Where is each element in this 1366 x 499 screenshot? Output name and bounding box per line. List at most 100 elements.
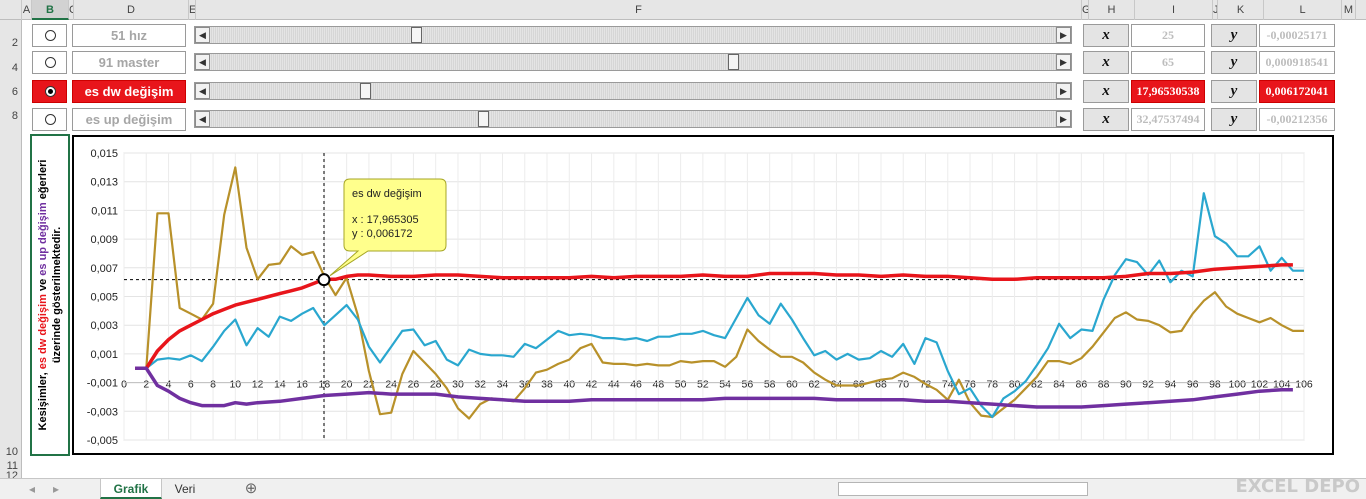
radio-dot-icon[interactable] [45,57,56,68]
column-header-cell[interactable]: L [1264,0,1342,20]
y-tick-label: 0,013 [90,177,118,189]
series-slider[interactable]: ◀ ▶ [194,110,1072,128]
y-label: y [1211,108,1257,131]
column-header-cell[interactable]: E [189,0,196,20]
row-header-cell[interactable]: 10 [5,446,18,458]
x-tick-label: 46 [630,379,642,391]
x-tick-label: 84 [1053,379,1065,391]
y-value: -0,00212356 [1259,108,1335,131]
callout-y: y : 0,006172 [352,228,413,240]
x-tick-label: 36 [519,379,531,391]
x-tick-label: 60 [786,379,798,391]
slider-left-arrow-icon[interactable]: ◀ [195,111,210,127]
sheet-tabs-bar: ◂ ▸ Grafik Veri ⊕ [0,478,1366,499]
x-tick-label: 100 [1228,379,1246,391]
x-tick-label: 104 [1273,379,1291,391]
x-tick-label: 34 [497,379,509,391]
slider-thumb[interactable] [411,27,422,43]
x-tick-label: 18 [319,379,331,391]
x-tick-label: 40 [563,379,575,391]
x-tick-label: 86 [1076,379,1088,391]
side-note-up: es up değişim [37,202,49,276]
slider-left-arrow-icon[interactable]: ◀ [195,54,210,70]
x-tick-label: 76 [964,379,976,391]
x-value: 65 [1131,51,1205,74]
slider-left-arrow-icon[interactable]: ◀ [195,83,210,99]
x-value: 32,47537494 [1131,108,1205,131]
tab-next-arrow-icon[interactable]: ▸ [52,482,60,496]
x-tick-label: 88 [1098,379,1110,391]
brand-logo-text: EXCEL DEPO [1235,476,1360,497]
radio-dot-icon[interactable] [45,30,56,41]
option-radio[interactable] [32,108,67,131]
column-header-cell[interactable]: D [74,0,189,20]
tab-prev-arrow-icon[interactable]: ◂ [28,482,36,496]
row-header-cell[interactable]: 8 [11,110,18,122]
series-line[interactable] [135,192,1304,419]
series-slider[interactable]: ◀ ▶ [194,26,1072,44]
series-line[interactable] [135,166,1304,420]
column-header-cell[interactable]: C [69,0,74,20]
x-tick-label: 12 [252,379,264,391]
column-header-cell[interactable]: J [1213,0,1218,20]
x-tick-label: 78 [986,379,998,391]
slider-thumb[interactable] [360,83,371,99]
slider-right-arrow-icon[interactable]: ▶ [1056,54,1071,70]
series-line[interactable] [135,366,1293,409]
callout-box [329,178,447,277]
x-tick-label: 14 [274,379,286,391]
slider-right-arrow-icon[interactable]: ▶ [1056,111,1071,127]
slider-left-arrow-icon[interactable]: ◀ [195,27,210,43]
column-header-cell[interactable]: G [1082,0,1089,20]
option-radio[interactable] [32,51,67,74]
tab-veri[interactable]: Veri [174,482,196,496]
add-sheet-icon[interactable]: ⊕ [244,480,258,497]
chart-frame[interactable]: 0,015 0,013 0,011 0,009 0,007 0,005 0,003 0,001… [72,135,1334,455]
column-header-cell[interactable]: I [1135,0,1213,20]
option-radio[interactable] [32,80,67,103]
radio-dot-icon[interactable] [45,114,56,125]
option-radio[interactable] [32,24,67,47]
callout-title: es dw değişim [352,188,422,200]
column-header-cell[interactable]: M [1342,0,1356,20]
line-chart[interactable]: 0,015 0,013 0,011 0,009 0,007 0,005 0,003 0,001… [74,137,1332,453]
x-tick-label: 74 [942,379,954,391]
series-name-box: 91 master [72,51,186,74]
x-tick-label: 106 [1295,379,1313,391]
slider-thumb[interactable] [728,54,739,70]
horizontal-scrollbar[interactable] [838,482,1088,496]
column-header-cell[interactable]: A [22,0,32,20]
x-label: x [1083,51,1129,74]
tab-grafik[interactable]: Grafik [100,479,162,499]
row-header-cell[interactable]: 11 [6,460,18,472]
slider-thumb[interactable] [478,111,489,127]
row-header-cell[interactable]: 2 [11,37,18,49]
row-header-cell[interactable]: 6 [11,86,18,98]
x-tick-label: 42 [586,379,598,391]
column-header-cell[interactable]: F [196,0,1082,20]
series-line[interactable] [135,263,1293,371]
y-value: 0,006172041 [1259,80,1335,103]
callout-x: x : 17,965305 [352,214,419,226]
series-slider[interactable]: ◀ ▶ [194,53,1072,71]
x-tick-label: 52 [697,379,709,391]
x-tick-label: 58 [764,379,776,391]
select-all-corner[interactable] [0,0,22,20]
slider-right-arrow-icon[interactable]: ▶ [1056,27,1071,43]
side-note: Kesişimler, es dw değişim ve es up değiş… [30,134,70,456]
column-header-cell[interactable]: H [1089,0,1135,20]
x-tick-label: 80 [1009,379,1021,391]
series-slider[interactable]: ◀ ▶ [194,82,1072,100]
column-header-cell[interactable]: K [1218,0,1264,20]
column-header: ABCDEFGHIJKLM [0,0,1366,20]
column-header-cell[interactable]: B [32,0,69,20]
side-note-line2: üzerinde gösterilmektedir. [51,226,63,364]
y-tick-label: 0,009 [90,234,118,246]
row-header-cell[interactable]: 4 [11,62,18,74]
slider-right-arrow-icon[interactable]: ▶ [1056,83,1071,99]
series-name-box: es up değişim [72,108,186,131]
x-tick-label: 38 [541,379,553,391]
intersection-marker[interactable] [317,273,331,287]
x-tick-label: 44 [608,379,620,391]
radio-dot-icon[interactable] [45,86,56,97]
